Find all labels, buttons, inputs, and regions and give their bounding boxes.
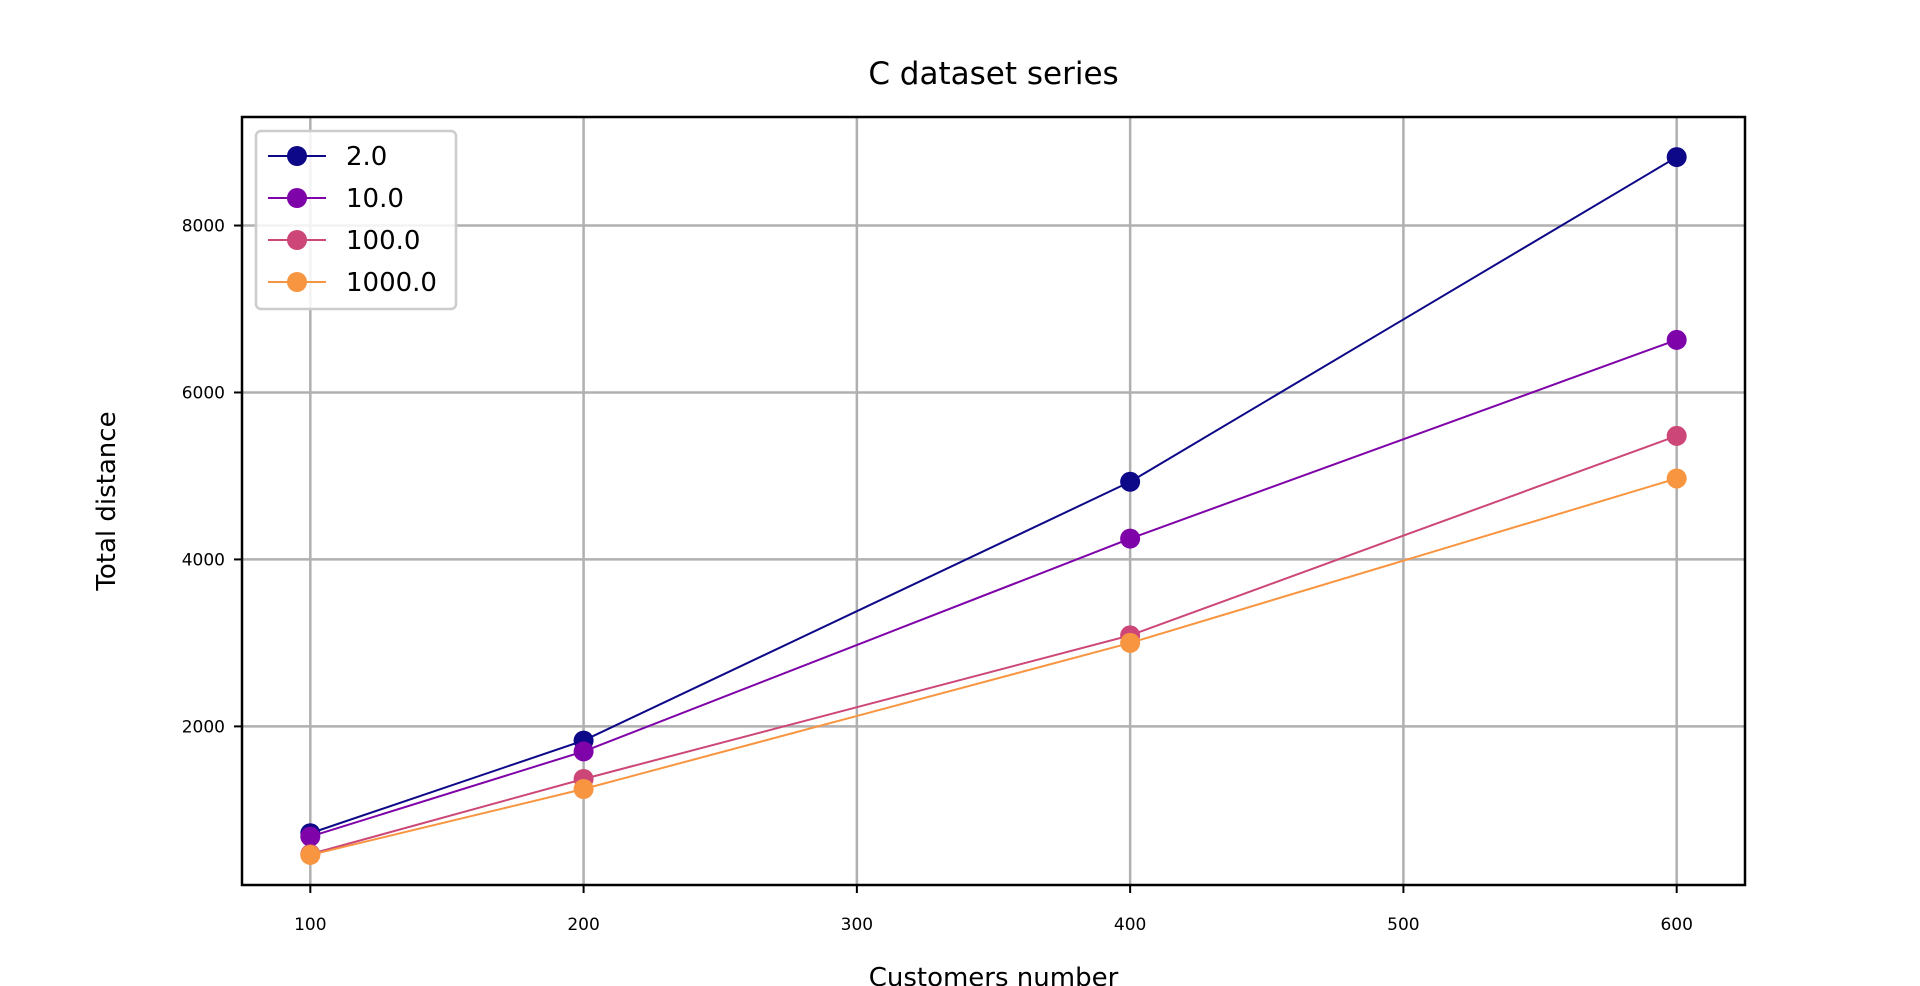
x-tick-label: 300 — [841, 915, 873, 935]
data-point — [300, 844, 321, 865]
x-tick-label: 400 — [1114, 915, 1146, 935]
legend-marker — [287, 146, 307, 166]
data-point — [1666, 425, 1687, 446]
data-point — [1120, 471, 1141, 492]
y-tick-label: 4000 — [182, 550, 225, 570]
y-axis-title: Total distance — [92, 411, 122, 591]
y-tick-label: 8000 — [182, 217, 225, 237]
series-line — [310, 434, 1678, 856]
series-line — [310, 477, 1677, 856]
data-point — [1120, 632, 1141, 653]
legend: 2.0 10.0 100.0 1000.0 — [254, 129, 458, 311]
x-tick-label: 500 — [1387, 915, 1419, 935]
legend-marker — [287, 272, 307, 292]
data-point — [1666, 468, 1687, 489]
data-point — [1666, 147, 1687, 168]
x-tick-label: 200 — [567, 915, 599, 935]
chart-title: C dataset series — [868, 56, 1118, 92]
legend-label: 10.0 — [346, 184, 404, 214]
data-point — [300, 826, 321, 847]
series-line — [309, 156, 1678, 835]
data-point — [573, 741, 594, 762]
legend-box — [254, 129, 458, 311]
legend-label: 2.0 — [346, 142, 387, 172]
series-line — [310, 338, 1678, 838]
y-tick-label: 2000 — [182, 717, 225, 737]
plot-area-frame — [240, 115, 1747, 887]
x-tick-label: 600 — [1660, 915, 1692, 935]
series-lines — [300, 147, 1687, 865]
legend-marker — [287, 230, 307, 250]
y-tick-label: 6000 — [182, 383, 225, 403]
grid-lines — [242, 117, 1745, 885]
legend-marker — [287, 188, 307, 208]
data-point — [1666, 329, 1687, 350]
legend-label: 1000.0 — [346, 268, 437, 298]
axis-ticks: 100 200 300 400 500 600 2000 4000 6000 8000 — [182, 217, 1693, 935]
legend-label: 100.0 — [346, 226, 420, 256]
x-axis-title: Customers number — [869, 963, 1119, 986]
data-point — [1120, 528, 1141, 549]
x-tick-label: 100 — [294, 915, 326, 935]
data-point — [573, 779, 594, 799]
